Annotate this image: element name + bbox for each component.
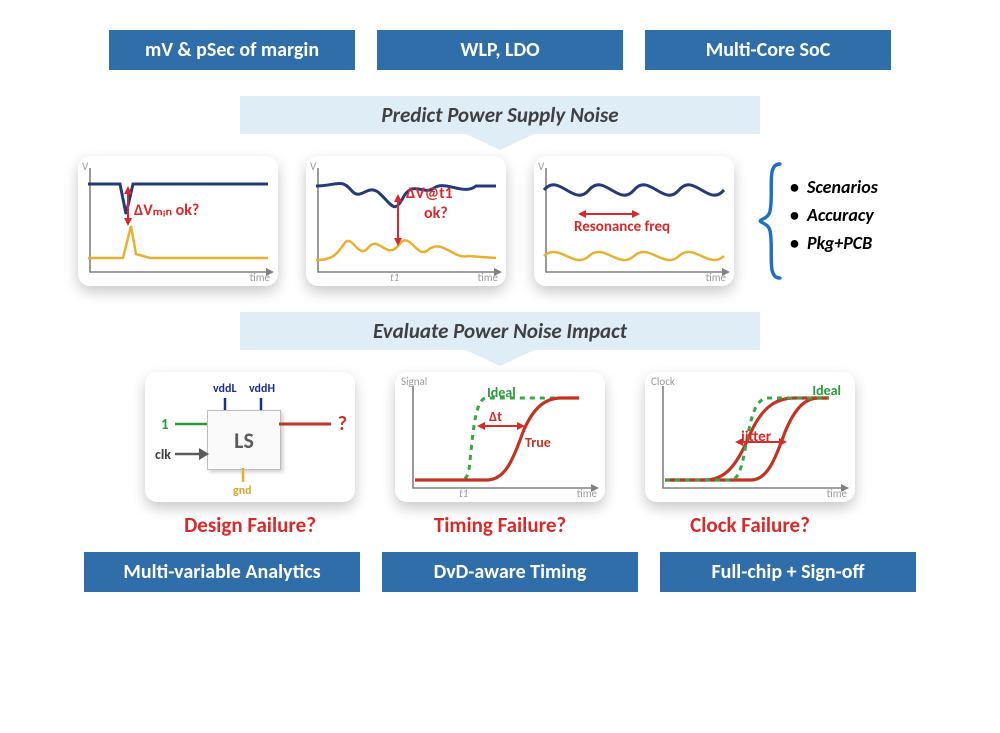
chart-vmin: V time ΔVₘᵢₙ ok? [78,156,278,286]
chart-resonance: V time Resonance freq [534,156,734,286]
axis-v: V [310,160,316,173]
dvt1-label-a: ΔV@t1 [406,184,453,203]
res-label: Resonance freq [574,218,670,236]
axis-signal: Signal [401,375,427,388]
brace-item-2: Pkg+PCB [790,230,878,258]
top-box-b: WLP, LDO [377,30,623,70]
col-design: LS vddL vddH 1 clk gnd ? Design Fai [145,372,355,538]
pin-clk: clk [155,446,171,463]
banner-chevron-icon [466,350,534,366]
t1-label: t1 [390,271,399,284]
chart-timing: Signal time t1 Ideal True Δt [395,372,605,502]
banner-evaluate-label: Evaluate Power Noise Impact [240,312,760,350]
diagram-ls: LS vddL vddH 1 clk gnd ? [145,372,355,502]
clock-jitter-label: jitter [741,428,771,446]
axis-time: time [827,487,847,500]
pin-vddl: vddL [213,382,237,396]
axis-clock: Clock [651,375,675,388]
chart-clock: Clock time Ideal jitter [645,372,855,502]
axis-t: time [706,271,726,284]
brace-item-0: Scenarios [790,174,878,202]
col-timing: Signal time t1 Ideal True Δt Timing Fail… [395,372,605,538]
axis-t: time [250,271,270,284]
timing-dt: Δt [489,408,502,425]
brace-list: Scenarios Accuracy Pkg+PCB [790,174,878,258]
timing-ideal-label: Ideal [487,384,516,401]
failure-timing: Timing Failure? [434,512,566,538]
col-clock: Clock time Ideal jitter Clock Failure? [645,372,855,538]
failure-clock: Clock Failure? [690,512,810,538]
failure-design: Design Failure? [184,512,316,538]
axis-v: V [82,160,88,173]
banner-predict: Predict Power Supply Noise [240,96,760,134]
clock-ideal-label: Ideal [812,382,841,399]
predict-row: V time ΔVₘᵢₙ ok? V time t1 ΔV@t1 ok? [50,156,950,286]
axis-t: time [478,271,498,284]
banner-predict-label: Predict Power Supply Noise [240,96,760,134]
dvt1-label-b: ok? [424,204,448,223]
dvt1-yellow-line [316,240,496,260]
bottom-box-row: Multi-variable Analytics DvD-aware Timin… [50,552,950,592]
timing-t1: t1 [459,487,468,500]
banner-evaluate: Evaluate Power Noise Impact [240,312,760,350]
bottom-box-c: Full-chip + Sign-off [660,552,916,592]
axis-v: V [538,160,544,173]
res-blue-line [544,185,724,195]
top-box-row: mV & pSec of margin WLP, LDO Multi-Core … [50,30,950,70]
chart-dv-t1: V time t1 ΔV@t1 ok? [306,156,506,286]
evaluate-row: LS vddL vddH 1 clk gnd ? Design Fai [50,372,950,538]
bottom-box-a: Multi-variable Analytics [84,552,360,592]
timing-true-label: True [525,434,551,451]
res-yellow-line [544,252,724,260]
pin-one: 1 [161,416,169,434]
brace-panel: Scenarios Accuracy Pkg+PCB [762,156,922,286]
brace-item-1: Accuracy [790,202,878,230]
pin-q: ? [338,412,347,436]
bottom-box-b: DvD-aware Timing [382,552,638,592]
top-box-c: Multi-Core SoC [645,30,891,70]
banner-chevron-icon [466,134,534,150]
vmin-label: ΔVₘᵢₙ ok? [134,200,199,220]
pin-vddh: vddH [249,382,275,396]
top-box-a: mV & pSec of margin [109,30,355,70]
vmin-yellow-line [88,226,268,258]
pin-gnd: gnd [233,484,252,498]
axis-time: time [577,487,597,500]
